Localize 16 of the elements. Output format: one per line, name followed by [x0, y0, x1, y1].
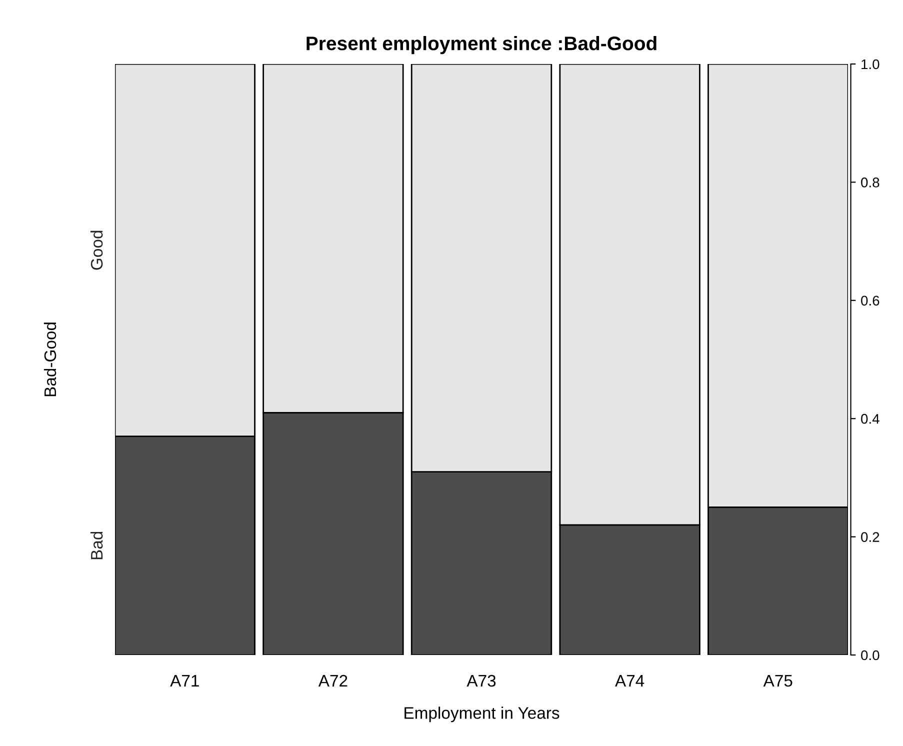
y-tick-label: 0.4: [861, 414, 880, 424]
y-tick-label: 0.8: [861, 178, 880, 188]
y-tick-label: 1.0: [862, 59, 880, 70]
text: Good: [90, 230, 103, 270]
y-tick-label: 0.6: [861, 296, 880, 306]
x-tick-label: A73: [466, 674, 496, 687]
y-axis-title: Bad-Good: [44, 322, 56, 396]
text: Bad: [90, 532, 103, 560]
x-tick-label: A71: [170, 675, 199, 687]
x-tick-label: A75: [763, 675, 792, 687]
chart-title: Present employment since :Bad-Good: [306, 36, 656, 54]
y-tick-label: 0.2: [861, 532, 880, 542]
x-tick-label: A72: [318, 674, 348, 687]
x-tick-label: A74: [615, 675, 644, 687]
y-tick-label: 0.0: [861, 650, 880, 660]
x-axis-title: Employment in Years: [404, 706, 560, 722]
